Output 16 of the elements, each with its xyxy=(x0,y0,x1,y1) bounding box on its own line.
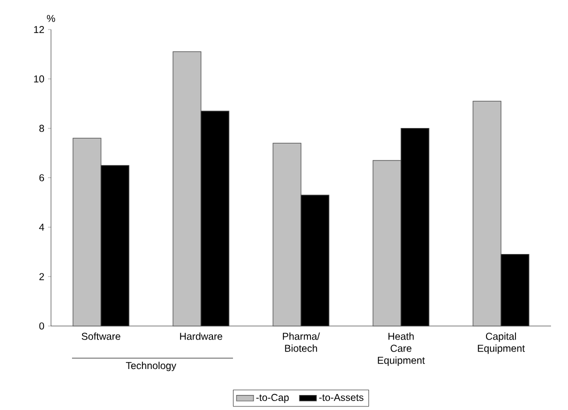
legend-label: -to-Assets xyxy=(319,394,364,401)
y-axis-title: % xyxy=(46,14,56,22)
legend-label: -to-Cap xyxy=(256,394,289,403)
y-tick-label: 0 xyxy=(39,322,44,330)
y-tick-label: 6 xyxy=(39,174,44,182)
y-tick-label: 10 xyxy=(34,75,44,82)
y-tick-label: 12 xyxy=(34,26,44,33)
y-tick-label: 4 xyxy=(39,224,44,231)
x-tick-label: Software xyxy=(82,332,120,340)
y-tick-label: 2 xyxy=(39,273,44,280)
x-tick-label: Heath Care Equipment xyxy=(378,332,425,366)
x-tick-label: Pharma/ Biotech xyxy=(282,332,320,352)
x-tick-label: Capital Equipment xyxy=(478,332,525,354)
x-tick-label: Hardware xyxy=(180,332,222,340)
text: Technology xyxy=(126,362,176,372)
y-tick-label: 8 xyxy=(39,124,44,132)
